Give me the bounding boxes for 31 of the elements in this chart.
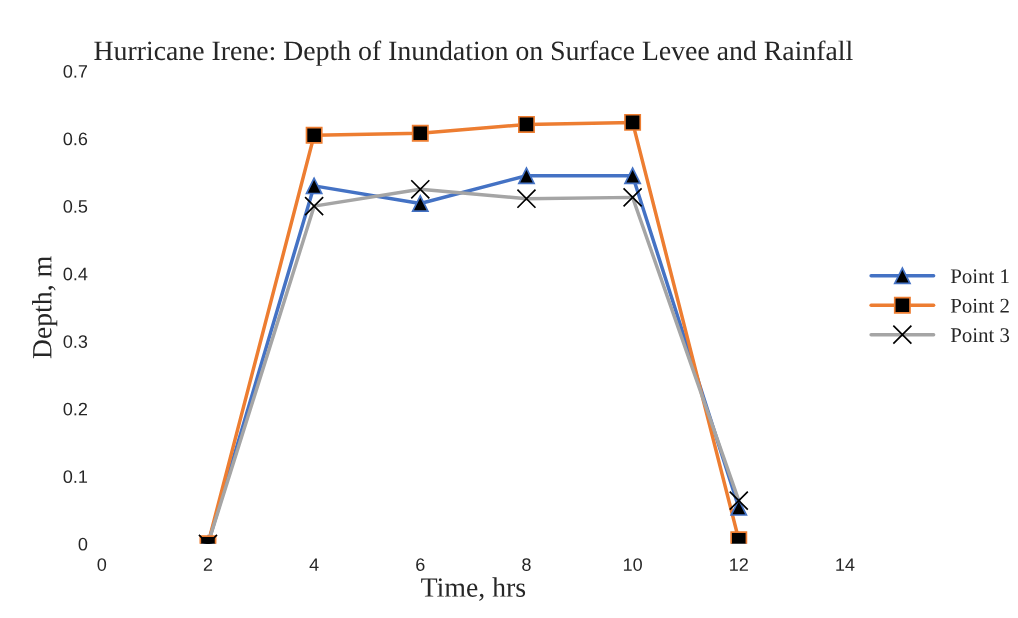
x-tick-label: 4	[309, 558, 319, 571]
legend-label: Point 3	[950, 328, 1010, 343]
y-axis-title: Depth, m	[32, 256, 58, 359]
point	[517, 115, 535, 133]
chart-title: Hurricane Irene: Depth of Inundation on Surface Levee and Rainfall	[94, 40, 853, 66]
point	[730, 498, 748, 516]
x-tick-label: 10	[623, 558, 642, 571]
x-tick-label: 8	[522, 558, 531, 571]
y-tick-label: 0.3	[63, 335, 88, 348]
x-tick-label: 6	[416, 558, 425, 571]
y-tick-label: 0.6	[63, 132, 88, 146]
y-tick-label: 0.2	[63, 402, 88, 416]
point	[517, 167, 535, 185]
legend-label: Point 1	[950, 269, 1009, 284]
y-tick-label: 0.5	[63, 200, 88, 213]
y-tick-label: 0.7	[63, 65, 88, 78]
x-tick-label: 14	[836, 558, 855, 571]
point	[411, 124, 429, 142]
x-axis-title: Time, hrs	[421, 577, 526, 601]
x-tick-label: 2	[203, 558, 213, 571]
y-tick-label: 0.4	[63, 267, 88, 281]
y-tick-label: 0.1	[63, 470, 88, 484]
point	[624, 113, 642, 131]
point	[411, 194, 429, 212]
legend-label: Point 2	[950, 298, 1009, 313]
point	[305, 177, 323, 195]
point	[624, 167, 642, 185]
x-tick-label: 0	[97, 558, 107, 571]
y-tick-label: 0	[78, 537, 88, 551]
x-tick-label: 12	[730, 558, 748, 571]
point	[305, 126, 323, 144]
